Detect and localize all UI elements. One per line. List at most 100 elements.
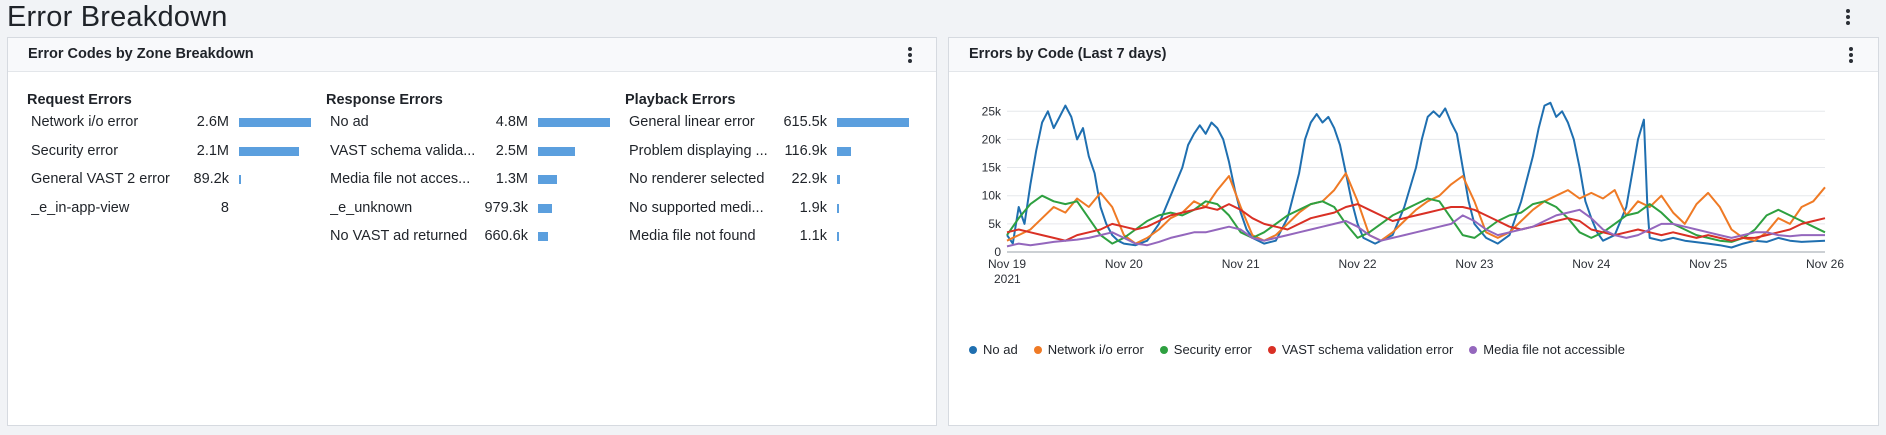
error-count: 22.9k bbox=[791, 171, 827, 187]
x-tick-label: Nov 23 bbox=[1455, 257, 1493, 271]
x-tick-label: Nov 25 bbox=[1689, 257, 1727, 271]
error-label: No VAST ad returned bbox=[330, 228, 468, 244]
legend-label: VAST schema validation error bbox=[1281, 342, 1454, 357]
legend-dot-icon bbox=[1267, 346, 1276, 354]
error-count: 2.1M bbox=[196, 142, 229, 159]
error-count: 2.5M bbox=[495, 142, 528, 159]
error-label: General linear error bbox=[629, 114, 755, 130]
error-count: 1.1k bbox=[799, 228, 827, 244]
x-tick-label: Nov 26 bbox=[1806, 257, 1844, 271]
x-tick-label: Nov 24 bbox=[1572, 257, 1610, 271]
error-bar bbox=[538, 203, 552, 213]
legend-label: Security error bbox=[1173, 342, 1252, 357]
error-bar bbox=[837, 146, 851, 156]
error-label: No renderer selected bbox=[629, 171, 765, 187]
error-row[interactable]: Security error 2.1M bbox=[27, 140, 327, 162]
error-row[interactable]: Problem displaying ... 116.9k bbox=[625, 140, 925, 162]
error-bar bbox=[538, 146, 575, 156]
panel-more-options-icon[interactable] bbox=[1844, 46, 1858, 64]
series-line-1[interactable] bbox=[1006, 172, 1826, 245]
error-row[interactable]: _e_in-app-view 8 bbox=[27, 197, 327, 219]
error-label: _e_in-app-view bbox=[31, 199, 130, 216]
error-bar bbox=[538, 118, 610, 127]
panel-title: Errors by Code (Last 7 days) bbox=[969, 46, 1167, 62]
error-label: Media file not found bbox=[629, 228, 756, 244]
legend-dot-icon bbox=[1033, 346, 1042, 354]
error-label: Network i/o error bbox=[31, 114, 139, 130]
legend-label: Media file not accessible bbox=[1483, 342, 1625, 357]
error-row[interactable]: Media file not found 1.1k bbox=[625, 225, 925, 247]
legend-item[interactable]: Security error bbox=[1159, 342, 1252, 357]
error-count: 615.5k bbox=[783, 114, 827, 130]
error-row[interactable]: No renderer selected 22.9k bbox=[625, 168, 925, 190]
panel-header: Errors by Code (Last 7 days) bbox=[949, 38, 1878, 72]
error-count: 8 bbox=[220, 199, 229, 216]
error-row[interactable]: Network i/o error 2.6M bbox=[27, 111, 327, 133]
series-line-4[interactable] bbox=[1006, 208, 1825, 248]
error-bar bbox=[538, 232, 548, 241]
x-tick-label: Nov 22 bbox=[1339, 257, 1377, 271]
errors-line-chart: 0 5k 10k 15k 20k 25k Nov 19 Nov 20 Nov 21 Nov 22 N… bbox=[982, 101, 1844, 286]
error-label: Security error bbox=[31, 142, 119, 159]
error-row[interactable]: No supported medi... 1.9k bbox=[625, 197, 925, 219]
errors-by-code-panel: Errors by Code (Last 7 days) 0 5k 10k 15k 20… bbox=[948, 37, 1879, 426]
x-tick-label: Nov 19 bbox=[988, 257, 1026, 271]
error-count: 660.6k bbox=[484, 228, 528, 244]
error-count: 116.9k bbox=[784, 142, 827, 159]
legend-item[interactable]: VAST schema validation error bbox=[1267, 342, 1454, 357]
series-line-3[interactable] bbox=[1006, 203, 1826, 242]
error-count: 4.8M bbox=[495, 114, 528, 130]
y-tick-label: 25k bbox=[982, 104, 1002, 118]
legend-dot-icon bbox=[1159, 346, 1168, 354]
error-bar bbox=[239, 175, 241, 184]
legend-label: Network i/o error bbox=[1047, 342, 1144, 357]
group-title: Request Errors bbox=[27, 92, 132, 108]
error-row[interactable]: No VAST ad returned 660.6k bbox=[326, 225, 626, 247]
error-bar bbox=[837, 118, 909, 127]
page-title: Error Breakdown bbox=[7, 1, 228, 33]
error-bar bbox=[239, 118, 311, 127]
legend-item[interactable]: Media file not accessible bbox=[1469, 342, 1625, 357]
y-tick-label: 15k bbox=[982, 161, 1002, 175]
group-title: Playback Errors bbox=[625, 92, 736, 108]
legend-item[interactable]: Network i/o error bbox=[1033, 342, 1144, 357]
legend-label: No ad bbox=[983, 342, 1018, 357]
series-line-0[interactable] bbox=[1006, 101, 1826, 249]
y-tick-label: 5k bbox=[988, 217, 1002, 231]
panel-header: Error Codes by Zone Breakdown bbox=[8, 38, 936, 72]
page-header: Error Breakdown bbox=[0, 0, 1886, 34]
error-label: General VAST 2 error bbox=[31, 171, 170, 187]
error-bar bbox=[239, 146, 299, 156]
y-tick-label: 0 bbox=[994, 245, 1001, 259]
error-label: No supported medi... bbox=[629, 199, 764, 216]
error-count: 979.3k bbox=[484, 199, 528, 216]
error-row[interactable]: VAST schema valida... 2.5M bbox=[326, 140, 626, 162]
panel-more-options-icon[interactable] bbox=[903, 46, 917, 64]
legend-dot-icon bbox=[1469, 346, 1478, 354]
error-label: _e_unknown bbox=[330, 199, 413, 216]
error-label: No ad bbox=[330, 114, 369, 130]
series-line-2[interactable] bbox=[1006, 194, 1826, 245]
error-row[interactable]: General VAST 2 error 89.2k bbox=[27, 168, 327, 190]
error-bar bbox=[538, 175, 557, 184]
error-row[interactable]: General linear error 615.5k bbox=[625, 111, 925, 133]
y-tick-label: 10k bbox=[982, 189, 1002, 203]
error-row[interactable]: _e_unknown 979.3k bbox=[326, 197, 626, 219]
legend-dot-icon bbox=[969, 346, 977, 354]
error-count: 1.9k bbox=[799, 199, 827, 216]
error-row[interactable]: No ad 4.8M bbox=[326, 111, 626, 133]
legend-item[interactable]: No ad bbox=[969, 342, 1018, 357]
error-bar bbox=[837, 203, 839, 213]
error-label: VAST schema valida... bbox=[330, 142, 476, 159]
x-tick-label: Nov 21 bbox=[1222, 257, 1260, 271]
panel-title: Error Codes by Zone Breakdown bbox=[28, 46, 254, 62]
page-more-options-icon[interactable] bbox=[1841, 8, 1855, 26]
x-year-label: 2021 bbox=[994, 272, 1021, 286]
error-count: 89.2k bbox=[193, 171, 229, 187]
error-label: Media file not acces... bbox=[330, 171, 471, 187]
error-row[interactable]: Media file not acces... 1.3M bbox=[326, 168, 626, 190]
chart-legend: No ad Network i/o error Security error VAST… bbox=[969, 342, 1641, 357]
error-count: 2.6M bbox=[196, 114, 229, 130]
error-label: Problem displaying ... bbox=[629, 142, 768, 159]
group-title: Response Errors bbox=[326, 92, 443, 108]
